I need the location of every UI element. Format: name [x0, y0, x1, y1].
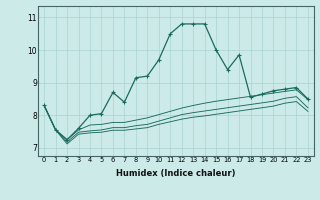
X-axis label: Humidex (Indice chaleur): Humidex (Indice chaleur) — [116, 169, 236, 178]
